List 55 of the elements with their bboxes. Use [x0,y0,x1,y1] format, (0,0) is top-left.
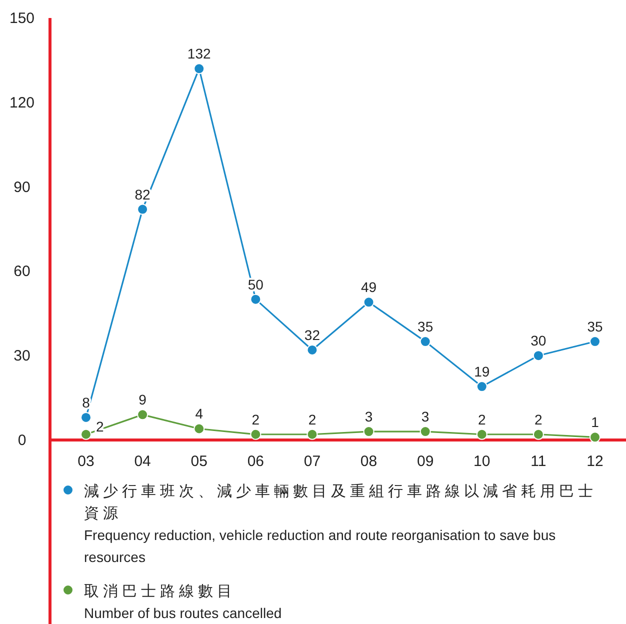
x-tick-label: 05 [190,453,208,470]
point [476,428,488,440]
data-label: 4 [195,406,204,422]
point [194,63,205,74]
point [590,336,600,348]
point [532,350,544,362]
x-tick-label: 06 [247,453,264,470]
data-label: 2 [534,411,543,428]
legend-label: 減少行車班次、減少車輛數目及重組行車路線以減省耗用巴士資源 Frequency reduction, vehicle reduction and route reorganisation to save bus resources [84,481,598,567]
point [363,426,374,438]
data-label: 2 [478,411,486,428]
data-label: 35 [418,318,434,335]
point [250,428,262,440]
point [420,426,431,438]
point [194,423,205,434]
point [137,204,148,215]
y-tick-label: 90 [14,178,30,196]
data-label: 35 [587,318,603,335]
data-label: 9 [138,392,147,408]
x-tick-label: 04 [134,453,151,470]
data-label: 2 [308,411,316,428]
x-tick-label: 03 [78,453,94,470]
point [532,428,544,440]
point [80,428,92,440]
x-tick-label: 09 [416,453,434,470]
x-tick-label: 07 [304,453,321,470]
data-label: 19 [474,364,490,380]
x-tick-label: 11 [530,453,546,470]
point [137,409,148,420]
point [306,428,318,440]
y-tick-label: 150 [9,10,35,27]
data-label: 132 [187,46,212,62]
point [476,381,488,392]
point [250,294,262,305]
point [590,432,600,443]
data-label: 49 [360,279,377,296]
y-tick-label: 60 [14,263,30,280]
point [80,412,92,423]
data-label: 2 [252,411,260,428]
x-tick-label: 10 [474,453,490,470]
data-label: 32 [304,326,320,343]
data-label: 8 [82,394,90,410]
x-tick-label: 12 [586,453,604,470]
point [363,296,374,308]
y-tick-label: 30 [14,348,30,365]
point [306,344,318,356]
data-label: 3 [421,408,430,425]
data-label: 30 [530,332,546,349]
data-label: 3 [364,408,373,425]
x-tick-label: 08 [360,453,378,470]
data-label: 1 [591,414,600,430]
point [420,336,431,348]
legend-label: 取消巴士路線數目 Number of bus routes cancelled [84,581,283,623]
y-tick-label: 0 [18,432,26,449]
y-tick-label: 120 [9,94,35,112]
